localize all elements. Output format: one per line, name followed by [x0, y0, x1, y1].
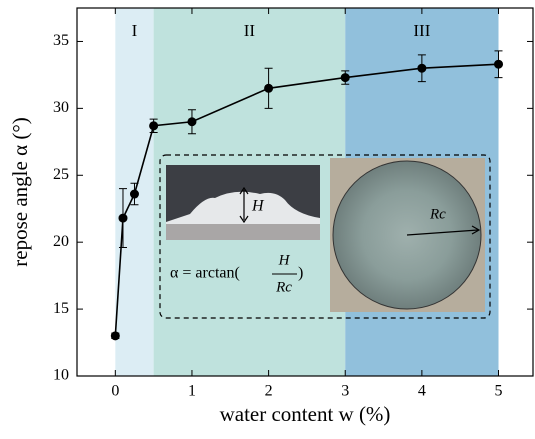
y-tick-label: 10	[53, 367, 69, 384]
region-label: I	[132, 21, 138, 40]
y-axis-label: repose angle α (°)	[8, 117, 32, 266]
data-point	[118, 214, 127, 223]
radius-label: Rc	[429, 206, 446, 222]
x-tick-label: 3	[341, 383, 349, 400]
region-label: III	[413, 21, 430, 40]
formula-end: )	[298, 265, 303, 282]
formula-denominator: Rc	[275, 279, 292, 295]
pile-base	[166, 222, 320, 240]
x-tick-label: 1	[188, 383, 196, 400]
data-point	[264, 84, 273, 93]
y-tick-label: 30	[53, 99, 69, 116]
data-point	[341, 73, 350, 82]
chart: IIIIII H Rc α = arctan( H Rc ) water con…	[0, 0, 535, 434]
data-point	[130, 190, 139, 199]
data-point	[494, 60, 503, 69]
x-tick-label: 2	[265, 383, 273, 400]
data-point	[187, 117, 196, 126]
data-point	[417, 64, 426, 73]
x-axis-label: water content w (%)	[220, 402, 391, 426]
formula: α = arctan(	[170, 265, 240, 282]
y-tick-label: 20	[53, 233, 69, 250]
region-label: II	[244, 21, 256, 40]
x-tick-label: 5	[495, 383, 503, 400]
data-point	[111, 331, 120, 340]
x-tick-label: 4	[418, 383, 426, 400]
data-point	[149, 121, 158, 130]
formula-numerator: H	[278, 252, 291, 268]
x-tick-label: 0	[111, 383, 119, 400]
y-tick-label: 25	[53, 166, 69, 183]
height-label: H	[251, 198, 265, 215]
y-tick-label: 35	[53, 32, 69, 49]
y-tick-label: 15	[53, 300, 69, 317]
